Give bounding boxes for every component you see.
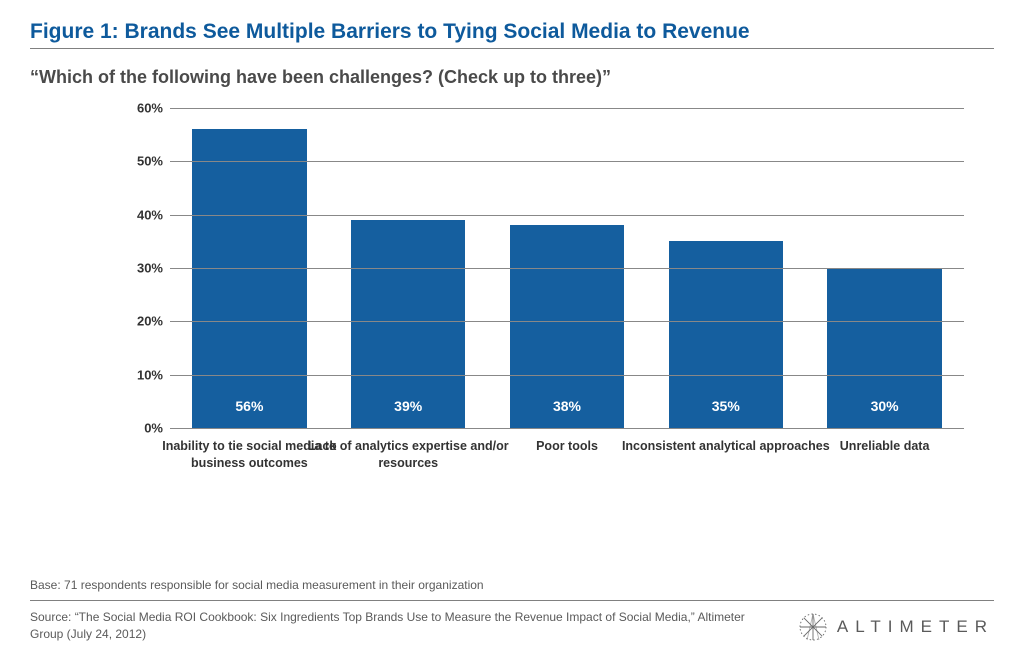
base-note: Base: 71 respondents responsible for soc… bbox=[30, 578, 994, 592]
bar: 35% bbox=[669, 241, 783, 428]
y-axis-tick: 10% bbox=[108, 367, 163, 382]
gridline bbox=[170, 108, 964, 109]
gridline bbox=[170, 268, 964, 269]
figure-title: Figure 1: Brands See Multiple Barriers t… bbox=[30, 20, 994, 44]
y-axis-tick: 0% bbox=[108, 421, 163, 436]
footer-divider bbox=[30, 600, 994, 601]
gridline bbox=[170, 375, 964, 376]
source-row: Source: “The Social Media ROI Cookbook: … bbox=[30, 609, 994, 643]
source-text: Source: “The Social Media ROI Cookbook: … bbox=[30, 609, 750, 643]
y-axis-tick: 60% bbox=[108, 101, 163, 116]
gridline bbox=[170, 428, 964, 429]
gridline bbox=[170, 215, 964, 216]
bar-value-label: 38% bbox=[553, 398, 581, 428]
x-axis-category: Unreliable data bbox=[773, 438, 995, 455]
y-axis-tick: 40% bbox=[108, 207, 163, 222]
figure-footer: Base: 71 respondents responsible for soc… bbox=[30, 578, 994, 643]
figure-subtitle: “Which of the following have been challe… bbox=[30, 67, 994, 88]
bar-value-label: 35% bbox=[712, 398, 740, 428]
gridline bbox=[170, 321, 964, 322]
bar-value-label: 39% bbox=[394, 398, 422, 428]
y-axis-tick: 20% bbox=[108, 314, 163, 329]
y-axis-tick: 30% bbox=[108, 261, 163, 276]
altimeter-logo-text: ALTIMETER bbox=[837, 617, 994, 637]
plot-area: 56%Inability to tie social media to busi… bbox=[170, 108, 964, 428]
gridline bbox=[170, 161, 964, 162]
bar: 39% bbox=[351, 220, 465, 428]
bar-value-label: 30% bbox=[871, 398, 899, 428]
y-axis-tick: 50% bbox=[108, 154, 163, 169]
bar-chart: 56%Inability to tie social media to busi… bbox=[110, 108, 964, 488]
altimeter-logo-mark bbox=[797, 611, 829, 643]
bar-value-label: 56% bbox=[235, 398, 263, 428]
bar: 30% bbox=[827, 268, 941, 428]
bar: 38% bbox=[510, 225, 624, 428]
altimeter-logo: ALTIMETER bbox=[797, 611, 994, 643]
bar: 56% bbox=[192, 129, 306, 428]
title-divider bbox=[30, 48, 994, 49]
